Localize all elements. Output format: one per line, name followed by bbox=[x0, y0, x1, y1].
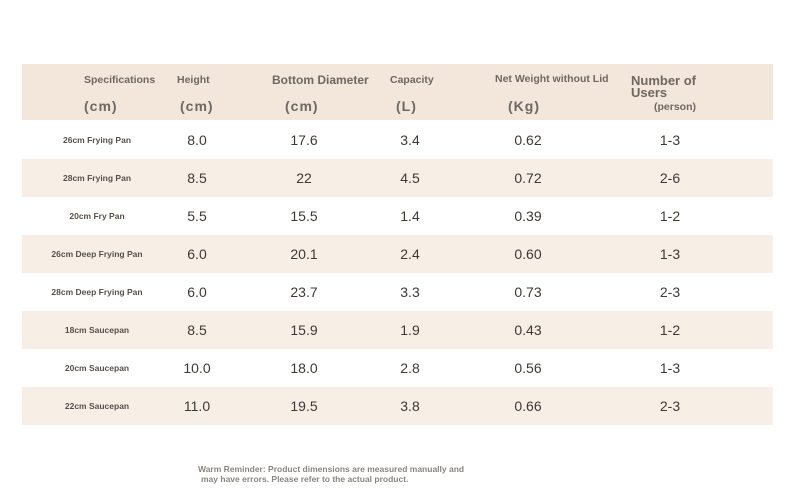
table-row: 26cm Frying Pan 8.0 17.6 3.4 0.62 1-3 bbox=[22, 121, 773, 159]
warm-reminder-note: Warm Reminder: Product dimensions are me… bbox=[198, 464, 558, 484]
header-net-weight: Net Weight without Lid bbox=[495, 73, 609, 85]
diameter-value: 17.6 bbox=[290, 132, 318, 148]
header-capacity: Capacity bbox=[390, 74, 434, 86]
height-value: 8.5 bbox=[187, 322, 207, 338]
table-row: 22cm Saucepan 11.0 19.5 3.8 0.66 2-3 bbox=[22, 387, 773, 425]
diameter-value: 19.5 bbox=[290, 398, 318, 414]
header-specifications-unit: (cm) bbox=[84, 98, 118, 114]
table-header: Specifications (cm) Height (cm) Bottom D… bbox=[22, 64, 773, 120]
spec-name: 28cm Deep Frying Pan bbox=[51, 287, 143, 297]
users-value: 2-3 bbox=[659, 284, 681, 300]
spec-name: 18cm Saucepan bbox=[64, 325, 130, 335]
weight-value: 0.72 bbox=[514, 170, 542, 186]
table-row: 20cm Fry Pan 5.5 15.5 1.4 0.39 1-2 bbox=[22, 197, 773, 235]
header-bottom-diameter: Bottom Diameter bbox=[272, 73, 369, 87]
spec-name: 26cm Deep Frying Pan bbox=[51, 249, 143, 259]
users-value: 1-3 bbox=[659, 132, 681, 148]
header-height-unit: (cm) bbox=[180, 98, 214, 114]
users-value: 1-3 bbox=[659, 246, 681, 262]
capacity-value: 2.4 bbox=[400, 246, 420, 262]
spec-name: 22cm Saucepan bbox=[64, 401, 130, 411]
spec-name: 20cm Fry Pan bbox=[69, 211, 125, 221]
capacity-value: 3.8 bbox=[400, 398, 420, 414]
capacity-value: 3.4 bbox=[400, 132, 420, 148]
capacity-value: 1.4 bbox=[400, 208, 420, 224]
header-number-of-users: Number of Users bbox=[631, 73, 696, 100]
weight-value: 0.62 bbox=[514, 132, 542, 148]
header-height: Height bbox=[177, 74, 210, 86]
height-value: 8.0 bbox=[187, 132, 207, 148]
table-row: 20cm Saucepan 10.0 18.0 2.8 0.56 1-3 bbox=[22, 349, 773, 387]
table-row: 28cm Deep Frying Pan 6.0 23.7 3.3 0.73 2… bbox=[22, 273, 773, 311]
users-value: 1-3 bbox=[659, 360, 681, 376]
header-specifications: Specifications bbox=[84, 74, 156, 86]
diameter-value: 18.0 bbox=[290, 360, 318, 376]
header-capacity-unit: (L) bbox=[396, 98, 417, 114]
users-value: 2-6 bbox=[659, 170, 681, 186]
weight-value: 0.60 bbox=[514, 246, 542, 262]
users-value: 2-3 bbox=[659, 398, 681, 414]
spec-name: 26cm Frying Pan bbox=[62, 135, 132, 145]
height-value: 8.5 bbox=[187, 170, 207, 186]
height-value: 6.0 bbox=[187, 284, 207, 300]
height-value: 11.0 bbox=[183, 398, 211, 414]
note-line-1: Warm Reminder: Product dimensions are me… bbox=[198, 464, 465, 474]
capacity-value: 3.3 bbox=[400, 284, 420, 300]
weight-value: 0.66 bbox=[514, 398, 542, 414]
height-value: 5.5 bbox=[187, 208, 207, 224]
weight-value: 0.39 bbox=[514, 208, 542, 224]
spec-name: 28cm Frying Pan bbox=[62, 173, 132, 183]
table-row: 26cm Deep Frying Pan 6.0 20.1 2.4 0.60 1… bbox=[22, 235, 773, 273]
weight-value: 0.43 bbox=[514, 322, 542, 338]
table-row: 28cm Frying Pan 8.5 22 4.5 0.72 2-6 bbox=[22, 159, 773, 197]
header-number-of-users-unit: (person) bbox=[654, 101, 696, 113]
users-value: 1-2 bbox=[659, 322, 681, 338]
header-bottom-diameter-unit: (cm) bbox=[285, 98, 319, 114]
capacity-value: 4.5 bbox=[400, 170, 420, 186]
diameter-value: 22 bbox=[296, 170, 312, 186]
height-value: 6.0 bbox=[187, 246, 207, 262]
header-net-weight-unit: (Kg) bbox=[508, 98, 540, 114]
spec-table: Specifications (cm) Height (cm) Bottom D… bbox=[22, 64, 773, 425]
table-row: 18cm Saucepan 8.5 15.9 1.9 0.43 1-2 bbox=[22, 311, 773, 349]
diameter-value: 20.1 bbox=[290, 246, 318, 262]
diameter-value: 15.5 bbox=[290, 208, 318, 224]
diameter-value: 15.9 bbox=[290, 322, 318, 338]
capacity-value: 2.8 bbox=[400, 360, 420, 376]
users-value: 1-2 bbox=[659, 208, 681, 224]
spec-name: 20cm Saucepan bbox=[64, 363, 130, 373]
weight-value: 0.56 bbox=[514, 360, 542, 376]
note-line-2: may have errors. Please refer to the act… bbox=[201, 474, 409, 484]
capacity-value: 1.9 bbox=[400, 322, 420, 338]
diameter-value: 23.7 bbox=[290, 284, 318, 300]
height-value: 10.0 bbox=[183, 360, 211, 376]
weight-value: 0.73 bbox=[514, 284, 542, 300]
